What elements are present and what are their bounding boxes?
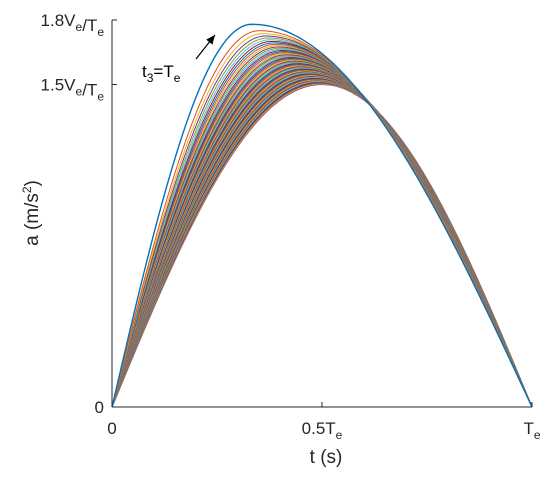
t3-annotation: t3=Te xyxy=(142,34,216,85)
y-tick-label: 0 xyxy=(95,398,104,417)
y-tick-label: 1.5Ve/Te xyxy=(41,76,105,104)
annotation-label: t3=Te xyxy=(142,62,181,85)
axes: 0 0.5Te Te 0 1.5Ve/Te 1.8Ve/Te xyxy=(41,11,541,442)
x-axis-title: t (s) xyxy=(310,447,343,468)
x-tick-label: 0.5Te xyxy=(302,419,343,442)
y-axis-title: a (m/s2) xyxy=(20,180,43,246)
acceleration-curve xyxy=(111,23,533,408)
y-tick-label: 1.8Ve/Te xyxy=(41,11,105,39)
annotation-arrowhead xyxy=(206,35,215,45)
acceleration-curve xyxy=(111,65,533,408)
x-tick-label: 0 xyxy=(107,419,116,438)
x-tick-label: Te xyxy=(523,419,540,442)
x-ticks: 0 0.5Te Te xyxy=(107,402,541,442)
curve-family xyxy=(111,23,533,408)
y-ticks: 0 1.5Ve/Te 1.8Ve/Te xyxy=(41,11,117,417)
